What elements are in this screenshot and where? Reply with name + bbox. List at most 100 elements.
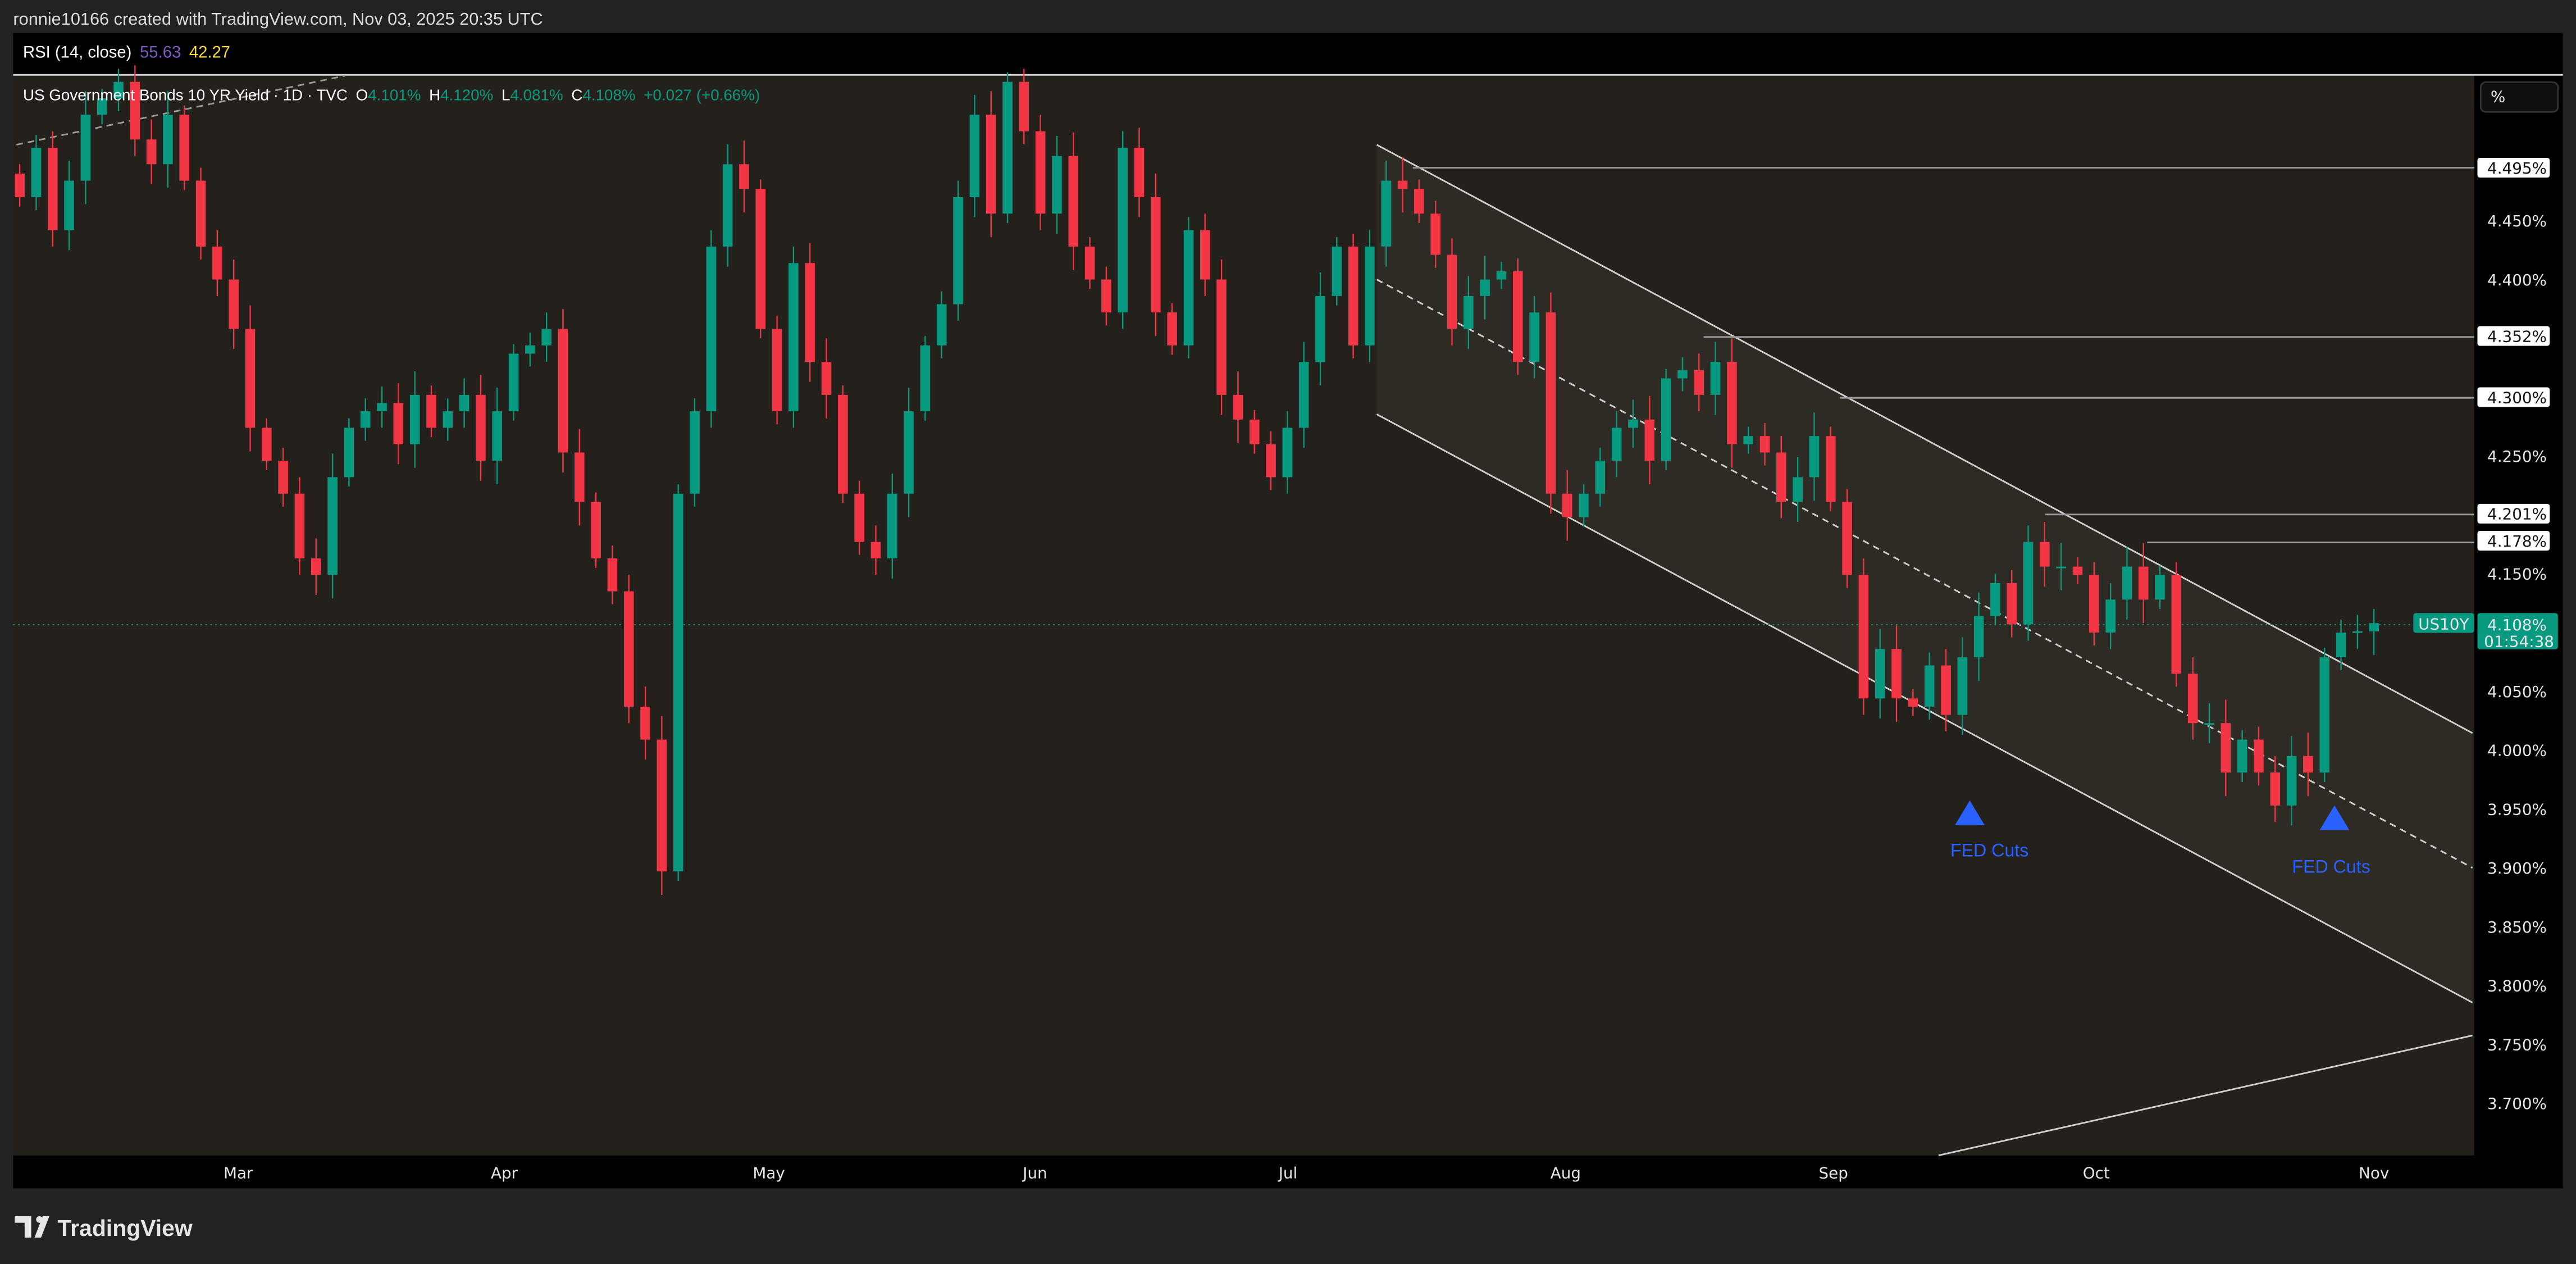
candle <box>904 388 914 517</box>
symbol-tag <box>2413 613 2474 633</box>
candle-body <box>936 304 947 345</box>
candle-body <box>1101 279 1111 313</box>
pane-separator[interactable] <box>13 74 2563 76</box>
candle <box>1019 69 1029 144</box>
candle <box>1875 629 1885 719</box>
logo-dot <box>36 1216 43 1223</box>
rsi-pane <box>13 33 2563 74</box>
trend-line[interactable] <box>1938 1034 2473 1157</box>
time-axis[interactable] <box>13 1155 2563 1189</box>
price-tick: 3.850% <box>2487 918 2547 936</box>
candle-body <box>1990 583 2000 616</box>
candle-body <box>409 394 420 444</box>
candle <box>2056 543 2066 590</box>
fed-cuts-label-1[interactable]: FED Cuts <box>1950 840 2028 860</box>
candle <box>1381 161 1392 267</box>
candle-body <box>1908 698 1918 707</box>
level-label-box <box>2477 158 2550 178</box>
candle <box>1694 353 1704 412</box>
candle <box>673 484 683 881</box>
candle <box>772 316 782 425</box>
candle <box>1973 592 1984 681</box>
symbol-legend[interactable]: US Government Bonds 10 YR Yield · 1D · T… <box>23 87 760 104</box>
candle-body <box>2023 542 2034 625</box>
candle-body <box>97 98 107 115</box>
candle-body <box>393 403 404 444</box>
candle <box>294 477 305 575</box>
candle-body <box>1957 657 1968 715</box>
candle <box>1480 256 1490 320</box>
candle-body <box>558 329 568 453</box>
candle-body <box>1414 189 1424 214</box>
candle-body <box>1348 246 1358 345</box>
level-label-box <box>2477 387 2550 407</box>
candle-body <box>2155 575 2165 600</box>
candle-body <box>113 81 124 98</box>
candle <box>1759 423 1770 466</box>
candle-body <box>690 411 700 494</box>
close-label: C <box>571 87 582 104</box>
candle <box>2155 565 2165 610</box>
candle-body <box>591 502 601 558</box>
candle <box>1743 426 1753 454</box>
candle <box>1183 217 1194 358</box>
candle <box>377 387 387 428</box>
candle <box>1908 689 1918 716</box>
time-tick: Nov <box>2359 1164 2389 1183</box>
candle-body <box>1677 370 1688 379</box>
candle-body <box>2369 623 2379 631</box>
candle-body <box>1365 246 1375 345</box>
candle <box>97 89 107 125</box>
price-tick: 3.950% <box>2487 800 2547 819</box>
candle <box>1332 237 1342 306</box>
candle-body <box>2105 599 2115 633</box>
dashed-trend-line[interactable] <box>16 75 345 146</box>
candle-body <box>278 461 288 494</box>
candle-body <box>1973 616 1984 657</box>
candle-body <box>904 411 914 494</box>
candle <box>1793 457 1803 522</box>
candle <box>1101 266 1111 326</box>
candle <box>1084 237 1095 289</box>
candle-body <box>2204 723 2214 725</box>
candle <box>1315 272 1325 386</box>
candle-body <box>1924 665 1935 707</box>
candle-body <box>476 394 486 461</box>
candle-body <box>640 706 650 740</box>
candle-body <box>821 362 832 395</box>
candle <box>2270 756 2281 822</box>
channel-upper-line[interactable] <box>1376 144 2473 734</box>
rsi-value-1: 55.63 <box>140 44 181 62</box>
current-price-value: 4.108% <box>2487 616 2547 634</box>
level-label-box <box>2477 326 2550 346</box>
candle-body <box>2007 583 2017 625</box>
candle <box>163 91 173 188</box>
candle <box>2040 522 2050 587</box>
symbol-title: US Government Bonds 10 YR Yield · 1D · T… <box>23 87 348 104</box>
candle-body <box>2221 723 2231 773</box>
candle-body <box>1793 477 1803 502</box>
candle <box>591 492 601 568</box>
arrow-up-icon[interactable] <box>2319 805 2350 830</box>
candle-body <box>1183 230 1194 345</box>
candle-body <box>1579 493 1589 517</box>
candle <box>1512 258 1523 375</box>
candle-body <box>986 115 996 214</box>
candle <box>64 161 74 251</box>
candle-body <box>969 115 980 197</box>
time-axis-labels: Mar Apr May Jun Jul Aug Sep Oct Nov <box>224 1164 2389 1183</box>
current-price-label <box>2477 613 2558 649</box>
tradingview-logo[interactable]: TradingView <box>15 1215 193 1241</box>
price-tick: 3.800% <box>2487 977 2547 995</box>
rsi-label: RSI (14, close) <box>23 44 131 62</box>
candle-body <box>80 115 91 181</box>
arrow-up-icon[interactable] <box>1955 800 1985 825</box>
fed-cuts-label-2[interactable]: FED Cuts <box>2292 857 2370 877</box>
channel-lower-line[interactable] <box>1376 413 2473 1003</box>
countdown: 01:54:38 <box>2484 632 2554 651</box>
candle-body <box>2072 566 2083 575</box>
candle <box>1579 484 1589 527</box>
candle-body <box>1068 156 1079 247</box>
candle <box>212 230 222 296</box>
unit-button[interactable] <box>2479 81 2559 113</box>
